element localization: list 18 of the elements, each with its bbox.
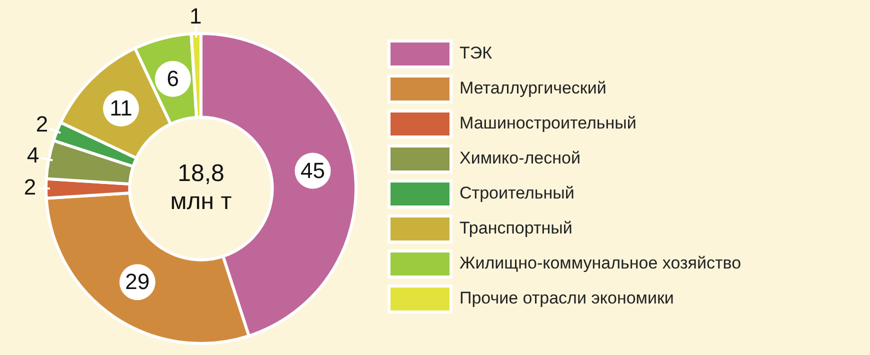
data-label: 11 bbox=[110, 96, 132, 121]
data-label: 6 bbox=[166, 66, 179, 91]
data-label: 2 bbox=[24, 174, 36, 200]
legend-label: Прочие отрасли экономики bbox=[460, 288, 674, 308]
legend-label: Химико-лесной bbox=[460, 148, 580, 168]
legend-label: ТЭК bbox=[460, 44, 492, 63]
data-label: 1 bbox=[190, 4, 202, 29]
legend-label: Жилищно-коммунальное хозяйство bbox=[460, 254, 742, 273]
text: 18,8 bbox=[178, 160, 224, 188]
data-label: 45 bbox=[300, 158, 325, 183]
data-label: 2 bbox=[36, 112, 48, 137]
legend-label: Транспортный bbox=[460, 218, 572, 238]
text: млн т bbox=[170, 188, 232, 216]
data-label: 29 bbox=[125, 269, 150, 294]
legend-label: Металлургический bbox=[460, 78, 606, 98]
legend-label: Строительный bbox=[460, 184, 574, 203]
legend-label: Машиностроительный bbox=[460, 114, 636, 133]
data-label: 4 bbox=[26, 142, 40, 168]
